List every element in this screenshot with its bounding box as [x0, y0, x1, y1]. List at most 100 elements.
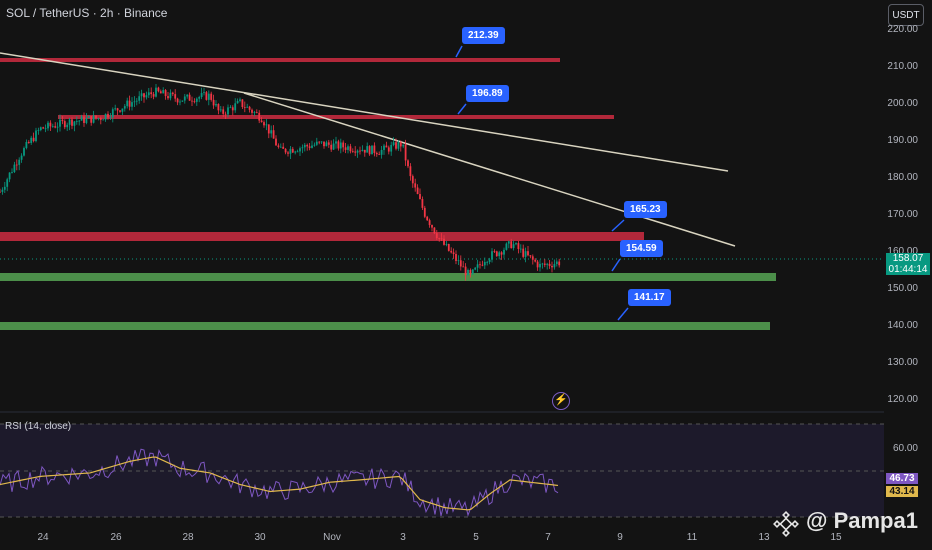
- candle-body: [414, 183, 417, 188]
- candle-body: [140, 93, 143, 97]
- candle-body: [145, 95, 148, 98]
- candle-body: [488, 259, 491, 262]
- rsi-indicator-label[interactable]: RSI (14, close): [5, 421, 72, 432]
- candle-body: [241, 99, 244, 107]
- price-tick: 200.00: [887, 98, 918, 109]
- candle-body: [435, 233, 438, 239]
- resistance-level-165[interactable]: [0, 232, 644, 241]
- candle-body: [510, 241, 513, 249]
- price-tick: 120.00: [887, 394, 918, 405]
- candle-body: [162, 90, 165, 94]
- candle-body: [426, 216, 429, 221]
- current-price-label: 158.07 01:44:14: [886, 253, 930, 275]
- binance-logo-icon: [773, 511, 799, 537]
- time-tick: 13: [758, 532, 770, 543]
- trendline-lower[interactable]: [243, 92, 736, 247]
- candle-body: [438, 238, 441, 239]
- candle-body: [342, 142, 345, 148]
- candle-body: [445, 244, 448, 245]
- candle-body: [44, 128, 47, 130]
- candle-body: [440, 238, 443, 240]
- candle-body: [191, 100, 193, 102]
- candle-body: [229, 107, 232, 109]
- candle-body: [0, 191, 1, 193]
- candle-body: [505, 243, 508, 250]
- candle-body: [335, 141, 337, 144]
- level-tag-196[interactable]: 196.89: [466, 85, 509, 102]
- candle-body: [234, 103, 237, 111]
- candle-body: [152, 94, 155, 97]
- rsi-value-label: 46.73: [886, 473, 918, 484]
- candle-body: [54, 126, 57, 128]
- support-level-141[interactable]: [0, 322, 770, 330]
- candle-body: [164, 90, 167, 97]
- lightning-icon[interactable]: ⚡: [552, 392, 570, 410]
- tag-pointer-154: [611, 258, 621, 272]
- candle-body: [80, 116, 83, 121]
- resistance-level-212[interactable]: [0, 58, 560, 62]
- candle-body: [474, 267, 477, 270]
- candle-body: [529, 255, 532, 257]
- candle-body: [368, 146, 371, 155]
- candle-body: [143, 93, 145, 98]
- candle-body: [114, 108, 117, 110]
- candle-body: [378, 154, 381, 156]
- candle-body: [179, 101, 181, 103]
- candle-body: [8, 172, 11, 180]
- candle-body: [291, 148, 294, 153]
- candle-body: [258, 112, 261, 121]
- candle-body: [20, 155, 23, 160]
- candle-body: [363, 149, 366, 153]
- rsi-tick: 60.00: [892, 443, 918, 454]
- candle-body: [450, 250, 453, 253]
- candle-body: [339, 142, 342, 149]
- candle-body: [155, 87, 157, 97]
- rsi-ma-line: [0, 456, 559, 511]
- candle-body: [359, 150, 361, 152]
- candle-body: [121, 108, 124, 112]
- level-tag-212[interactable]: 212.39: [462, 27, 505, 44]
- candle-body: [279, 146, 282, 148]
- candle-body: [500, 252, 503, 255]
- candle-body: [171, 92, 174, 95]
- candle-body: [133, 101, 136, 103]
- currency-button[interactable]: USDT: [888, 4, 924, 26]
- resistance-level-196[interactable]: [58, 115, 614, 119]
- candle-body: [159, 91, 162, 94]
- price-tick: 190.00: [887, 135, 918, 146]
- symbol-title[interactable]: SOL / TetherUS · 2h · Binance: [6, 6, 168, 20]
- candle-body: [284, 148, 287, 153]
- candle-body: [61, 119, 64, 122]
- candle-body: [452, 252, 455, 255]
- candle-body: [30, 137, 33, 143]
- trendline-upper[interactable]: [0, 52, 729, 172]
- candle-body: [37, 130, 40, 131]
- candle-body: [287, 152, 289, 154]
- candle-body: [157, 87, 160, 92]
- price-tick: 210.00: [887, 61, 918, 72]
- candle-body: [479, 264, 481, 266]
- candle-body: [217, 104, 220, 111]
- time-tick: 9: [617, 532, 623, 543]
- price-tick: 160.00: [887, 246, 918, 257]
- candle-body: [351, 151, 354, 153]
- candle-body: [457, 260, 460, 262]
- candle-body: [387, 147, 390, 152]
- candle-body: [423, 207, 426, 217]
- candle-body: [455, 254, 457, 261]
- support-level-154[interactable]: [0, 273, 776, 281]
- candle-body: [181, 100, 184, 102]
- candle-body: [469, 269, 472, 274]
- author-watermark: @ Pampa1: [806, 508, 918, 533]
- candle-body: [327, 142, 330, 145]
- candle-body: [503, 249, 505, 255]
- candle-body: [471, 269, 474, 274]
- level-tag-165[interactable]: 165.23: [624, 201, 667, 218]
- level-tag-154[interactable]: 154.59: [620, 240, 663, 257]
- candle-body: [543, 263, 546, 265]
- level-tag-141[interactable]: 141.17: [628, 289, 671, 306]
- candle-body: [90, 116, 93, 123]
- candle-body: [512, 244, 515, 249]
- candle-body: [270, 130, 273, 134]
